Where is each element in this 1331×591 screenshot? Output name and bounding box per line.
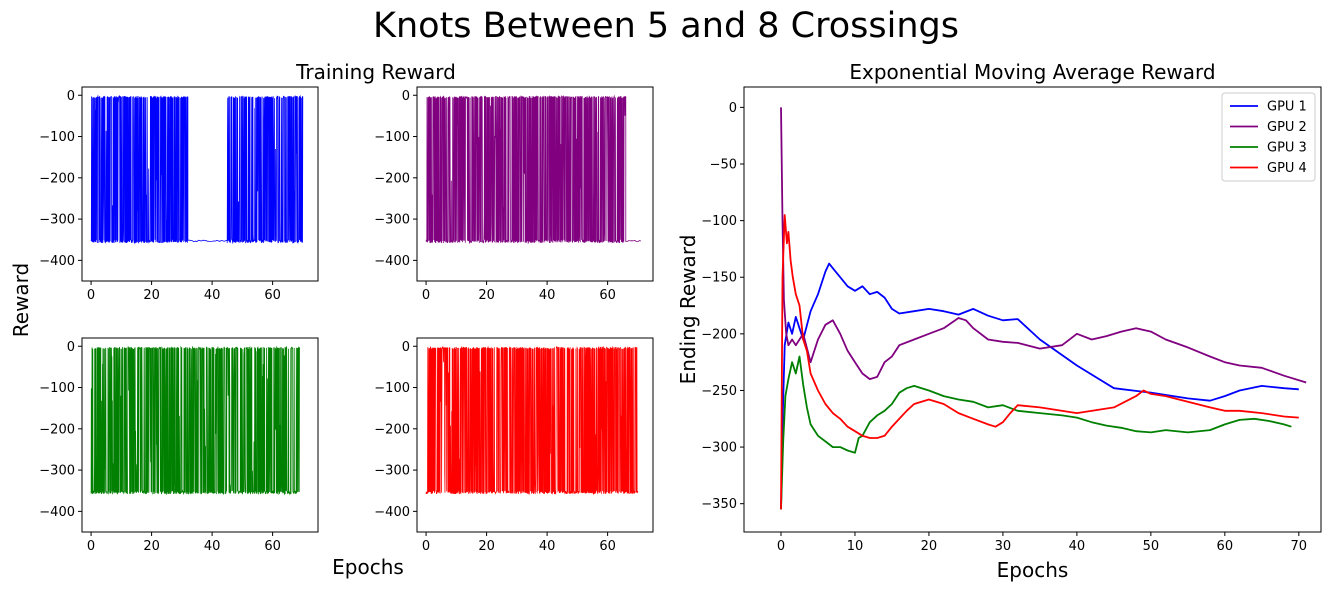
x-tick-label: 20 <box>478 539 495 554</box>
x-tick-label: 60 <box>264 539 281 554</box>
y-axis-label: Ending Reward <box>676 235 700 385</box>
plot-frame <box>743 86 1322 533</box>
legend-entry: GPU 2 <box>1267 120 1307 135</box>
x-tick-label: 20 <box>921 539 938 554</box>
series-line-gpu-4 <box>425 345 639 496</box>
x-tick-label: 30 <box>995 539 1012 554</box>
x-axis-label: Epochs <box>997 558 1069 582</box>
x-tick-label: 40 <box>204 288 221 303</box>
y-tick-label: −200 <box>701 327 737 342</box>
y-tick-label: −200 <box>374 171 410 186</box>
x-tick-label: 0 <box>777 539 785 554</box>
y-tick-label: −100 <box>701 214 737 229</box>
y-tick-label: −200 <box>39 422 75 437</box>
y-tick-label: −200 <box>39 171 75 186</box>
x-tick-label: 40 <box>204 539 221 554</box>
x-tick-label: 60 <box>1217 539 1234 554</box>
x-tick-label: 10 <box>847 539 864 554</box>
x-tick-label: 0 <box>87 288 95 303</box>
left-panel-ylabel: Reward <box>9 263 33 337</box>
x-tick-label: 0 <box>422 539 430 554</box>
x-tick-label: 60 <box>599 539 616 554</box>
x-tick-label: 40 <box>539 288 556 303</box>
y-tick-label: −50 <box>710 157 737 172</box>
subplot-5: 0 10 20 30 40 50 60 70 0 −50 −100 −150 −200 −250 −300 −… <box>676 60 1322 582</box>
x-tick-label: 60 <box>599 288 616 303</box>
x-tick-label: 60 <box>264 288 281 303</box>
y-tick-label: 0 <box>67 89 75 104</box>
y-tick-label: −300 <box>374 213 410 228</box>
plot-frame <box>416 337 654 533</box>
y-tick-label: −400 <box>374 254 410 269</box>
y-tick-label: −400 <box>39 505 75 520</box>
legend-entry: GPU 3 <box>1267 141 1307 156</box>
x-tick-label: 40 <box>1069 539 1086 554</box>
series-line-gpu-1 <box>90 94 304 245</box>
y-tick-label: −300 <box>39 213 75 228</box>
subplot-1: 0 20 40 60 0 −100 −200 −300 −400 <box>39 86 319 303</box>
legend-entry: GPU 1 <box>1267 100 1307 115</box>
subplot-4: 0 20 40 60 0 −100 −200 −300 −400 <box>374 337 654 554</box>
series-line-gpu-2 <box>425 94 642 245</box>
subplot-2: 0 20 40 60 0 −100 −200 −300 −400 <box>374 86 654 303</box>
legend: GPU 1 GPU 2 GPU 3 GPU 4 <box>1221 92 1316 182</box>
y-tick-label: 0 <box>67 340 75 355</box>
plot-frame <box>416 86 654 282</box>
y-tick-label: 0 <box>402 340 410 355</box>
y-tick-label: 0 <box>402 89 410 104</box>
y-tick-label: −300 <box>701 441 737 456</box>
y-tick-label: −250 <box>701 384 737 399</box>
chart-title: Exponential Moving Average Reward <box>849 60 1215 84</box>
series-line-gpu-4 <box>780 214 1299 510</box>
y-tick-label: −200 <box>374 422 410 437</box>
y-tick-label: −350 <box>701 497 737 512</box>
y-tick-label: −400 <box>374 505 410 520</box>
x-tick-label: 70 <box>1291 539 1308 554</box>
x-tick-label: 20 <box>478 288 495 303</box>
series-line-gpu-3 <box>90 345 301 496</box>
legend-entry: GPU 4 <box>1267 161 1307 176</box>
figure-title: Knots Between 5 and 8 Crossings <box>373 6 959 46</box>
y-tick-label: −300 <box>374 464 410 479</box>
series-line-gpu-1 <box>780 262 1299 510</box>
left-panel-xlabel: Epochs <box>332 555 404 579</box>
y-tick-label: −100 <box>39 130 75 145</box>
subplot-3: 0 20 40 60 0 −100 −200 −300 −400 <box>39 337 319 554</box>
x-tick-label: 0 <box>87 539 95 554</box>
plot-frame <box>81 337 319 533</box>
y-tick-label: 0 <box>729 101 737 116</box>
x-tick-label: 40 <box>539 539 556 554</box>
y-tick-label: −300 <box>39 464 75 479</box>
x-tick-label: 20 <box>143 288 160 303</box>
y-tick-label: −100 <box>39 381 75 396</box>
y-tick-label: −100 <box>374 381 410 396</box>
x-tick-label: 20 <box>143 539 160 554</box>
series-line-gpu-3 <box>780 355 1292 510</box>
y-tick-label: −400 <box>39 254 75 269</box>
legend-frame <box>1221 92 1316 182</box>
x-tick-label: 50 <box>1143 539 1160 554</box>
y-tick-label: −150 <box>701 271 737 286</box>
x-tick-label: 0 <box>422 288 430 303</box>
left-panel-title: Training Reward <box>295 60 456 84</box>
plot-frame <box>81 86 319 282</box>
y-tick-label: −100 <box>374 130 410 145</box>
